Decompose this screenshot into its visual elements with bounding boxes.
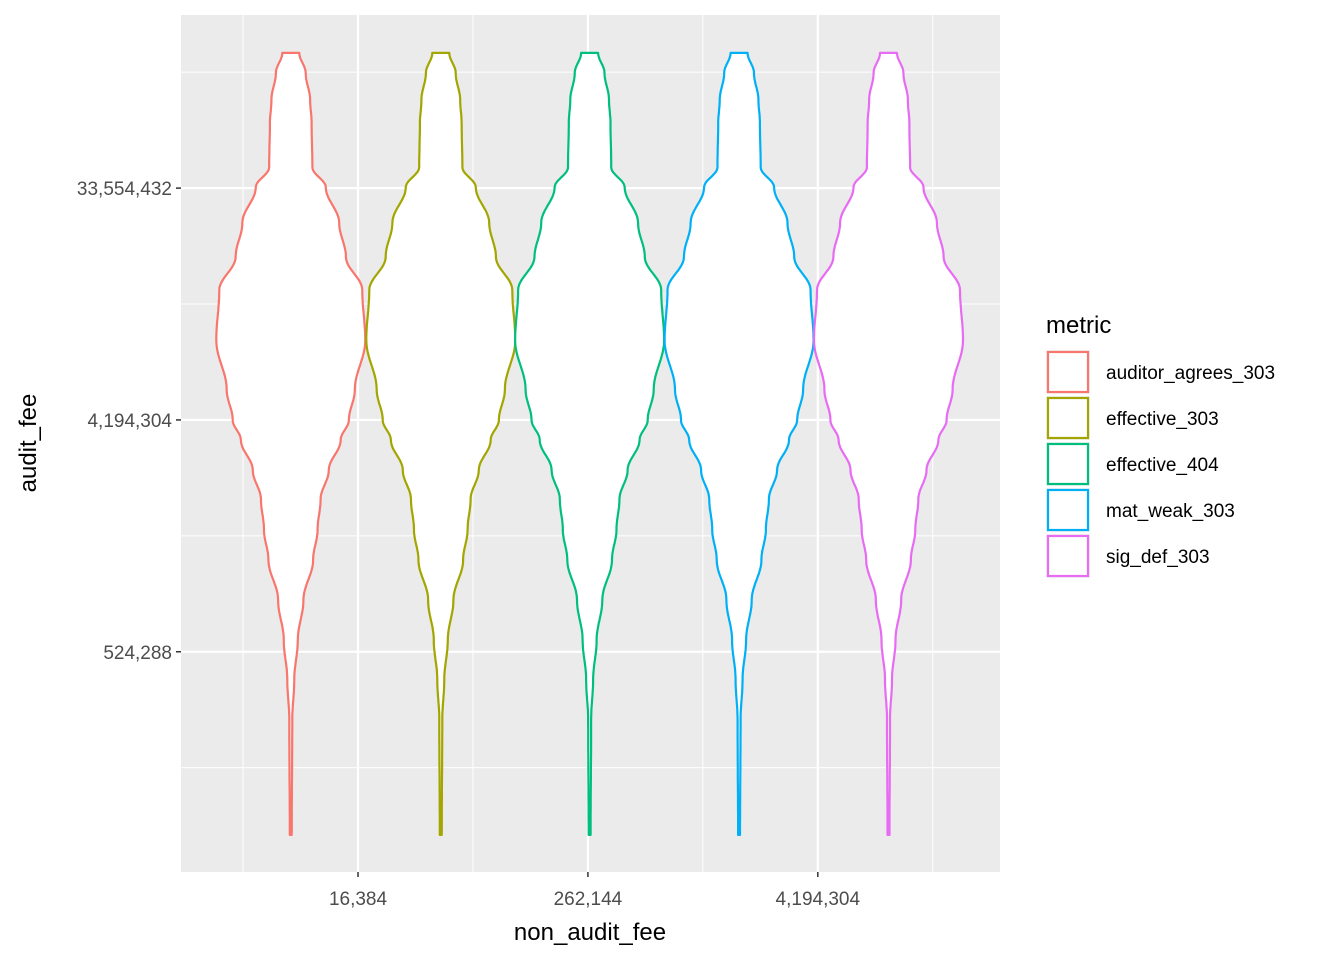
legend-label: mat_weak_303 <box>1106 501 1235 522</box>
x-axis: 16,384 262,144 4,194,304 <box>329 872 861 910</box>
legend-label: sig_def_303 <box>1106 547 1210 568</box>
y-axis-title: audit_fee <box>15 394 42 493</box>
legend-title: metric <box>1046 312 1111 339</box>
x-axis-title: non_audit_fee <box>514 919 666 946</box>
x-tick-label: 16,384 <box>329 889 388 910</box>
y-axis: 524,288 4,194,304 33,554,432 <box>77 179 181 664</box>
legend-label: effective_303 <box>1106 409 1219 430</box>
legend-label: auditor_agrees_303 <box>1106 363 1275 384</box>
y-tick-label: 524,288 <box>103 643 172 664</box>
violins <box>215 51 965 836</box>
violin-mat-weak-303 <box>663 51 815 836</box>
x-tick-label: 4,194,304 <box>776 889 861 910</box>
legend: metric auditor_agrees_303 effective_303ef… <box>1046 312 1275 578</box>
legend-label: effective_404 <box>1106 455 1219 476</box>
legend-key-swatch <box>1046 488 1090 532</box>
legend-key-swatch <box>1046 442 1090 486</box>
violin-effective-303 <box>365 51 517 836</box>
violin-sig-def-303 <box>812 51 965 836</box>
y-tick-label: 4,194,304 <box>87 411 172 432</box>
x-tick-label: 262,144 <box>554 889 623 910</box>
legend-key-swatch <box>1046 396 1090 440</box>
violin-auditor-agrees-303 <box>215 51 367 836</box>
violin-effective-404 <box>514 51 666 836</box>
y-tick-label: 33,554,432 <box>77 179 172 200</box>
legend-key-swatch <box>1046 350 1090 394</box>
legend-key-swatch <box>1046 534 1090 578</box>
